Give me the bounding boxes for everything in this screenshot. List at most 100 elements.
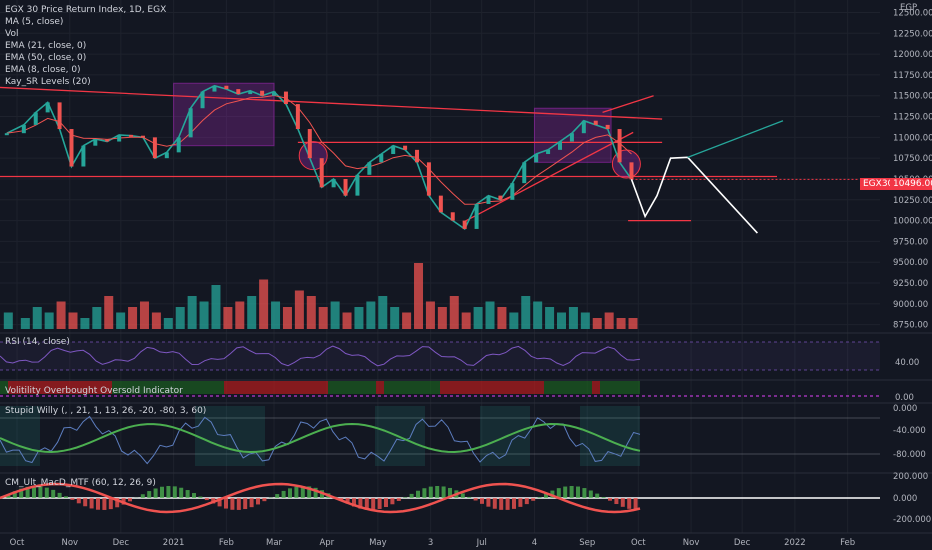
macd-tick-label: 0.000 [893, 494, 917, 504]
rsi-line [0, 345, 641, 367]
macd-histogram-bar [185, 490, 190, 498]
macd-histogram-bar [217, 498, 222, 507]
candle-body [188, 108, 193, 138]
candle-body [343, 178, 348, 196]
macd-histogram-bar [313, 487, 318, 498]
macd-histogram-bar [492, 498, 497, 509]
vol-indicator-cell [424, 381, 432, 394]
volume-bar [92, 307, 102, 329]
rsi-title[interactable]: RSI (14, close) [5, 337, 70, 347]
vol-indicator-cell [136, 381, 144, 394]
macd-histogram-bar [166, 486, 171, 498]
volume-bar [473, 307, 483, 329]
macd-histogram-bar [416, 490, 420, 498]
macd-histogram-bar [140, 494, 145, 498]
macd-histogram-bar [409, 493, 414, 498]
vol-indicator-cell [248, 381, 256, 394]
macd-histogram-bar [128, 498, 132, 502]
macd-histogram-bar [243, 498, 248, 510]
volume-bar [342, 312, 352, 329]
volume-bar [390, 307, 400, 329]
overlay-ema50[interactable]: EMA (50, close, 0) [5, 53, 87, 63]
vol-indicator-cell [448, 381, 456, 394]
resistance-trendline [0, 86, 663, 120]
vol-indicator-cell [440, 381, 448, 394]
candle-body [558, 141, 562, 150]
overlay-ema8[interactable]: EMA (8, close, 0) [5, 65, 81, 75]
price-tick-label: 10000.00 [893, 217, 932, 227]
vol-indicator-cell [184, 381, 192, 394]
time-tick-label: Dec [734, 538, 751, 548]
macd-histogram-bar [524, 498, 529, 505]
volume-bar [44, 312, 54, 329]
time-tick-label: Dec [113, 538, 130, 548]
time-tick-label: Apr [319, 538, 334, 548]
candle-body [426, 162, 431, 196]
macd-histogram-bar [358, 498, 363, 509]
candle-body [462, 220, 467, 229]
time-tick-label: Nov [61, 538, 78, 548]
macd-histogram-bar [256, 498, 260, 505]
vol-indicator-cell [320, 381, 328, 394]
candle-body [593, 120, 598, 125]
vol-indicator-cell [408, 381, 416, 394]
vol-indicator-cell [400, 381, 408, 394]
vol-indicator-cell [504, 381, 512, 394]
vol-indicator-cell [568, 381, 576, 394]
time-tick-label: 3 [428, 538, 433, 548]
macd-histogram-bar [294, 486, 299, 498]
candle-body [4, 133, 9, 136]
macd-histogram-bar [582, 488, 587, 498]
overlay-ema21[interactable]: EMA (21, close, 0) [5, 41, 87, 51]
macd-histogram-bar [192, 493, 196, 498]
willy-tick-label: -40.000 [893, 426, 926, 436]
vol-indicator-cell [360, 381, 368, 394]
candle-body [379, 154, 384, 163]
macd-title[interactable]: CM_Ult_MacD_MTF (60, 12, 26, 9) [5, 478, 156, 488]
vol-indicator-cell [432, 381, 440, 394]
vol-indicator-cell [632, 381, 640, 394]
volume-bar [294, 290, 304, 329]
candle-body [391, 145, 396, 155]
volume-bar [116, 312, 126, 329]
macd-histogram-bar [588, 490, 593, 498]
vol-indicator-cell [120, 381, 128, 394]
candle-body [569, 133, 574, 142]
vol-indicator-cell [80, 381, 88, 394]
macd-histogram-bar [512, 498, 516, 509]
overlay-kay-sr[interactable]: Kay_SR Levels (20) [5, 77, 91, 87]
overlay-vol[interactable]: Vol [5, 29, 19, 39]
vol-indicator-cell [456, 381, 464, 394]
volume-bar [437, 307, 447, 329]
vol-indicator-cell [384, 381, 392, 394]
vol-indicator-cell [232, 381, 240, 394]
macd-histogram-bar [6, 494, 11, 498]
willy-title[interactable]: Stupid Willy (, , 21, 1, 13, 26, -20, -8… [5, 406, 207, 416]
volume-bar [521, 296, 531, 329]
vol-indicator-cell [536, 381, 544, 394]
macd-histogram-bar [403, 497, 408, 498]
volume-bar [449, 296, 459, 329]
volume-bar [68, 312, 78, 329]
macd-histogram-bar [531, 498, 536, 501]
projection-up-branch [687, 120, 784, 158]
macd-tick-label: 200.000 [893, 472, 928, 482]
candle-body [93, 139, 98, 146]
macd-histogram-bar [230, 498, 235, 510]
volume-bar [592, 318, 602, 329]
vol-indicator-title[interactable]: Volitility Overbought Oversold Indicator [5, 386, 183, 396]
macd-histogram-bar [499, 498, 504, 510]
macd-histogram-bar [441, 486, 446, 498]
macd-histogram-bar [377, 498, 382, 509]
candle-body [33, 112, 38, 125]
macd-histogram-bar [160, 486, 164, 498]
time-tick-label: 4 [532, 538, 537, 548]
macd-histogram-bar [288, 488, 292, 498]
projection-arrow [602, 95, 654, 114]
macd-histogram-bar [601, 497, 606, 498]
overlay-ma[interactable]: MA (5, close) [5, 17, 64, 27]
vol-indicator-cell [592, 381, 600, 394]
vol-indicator-cell [72, 381, 80, 394]
macd-histogram-bar [147, 491, 152, 498]
